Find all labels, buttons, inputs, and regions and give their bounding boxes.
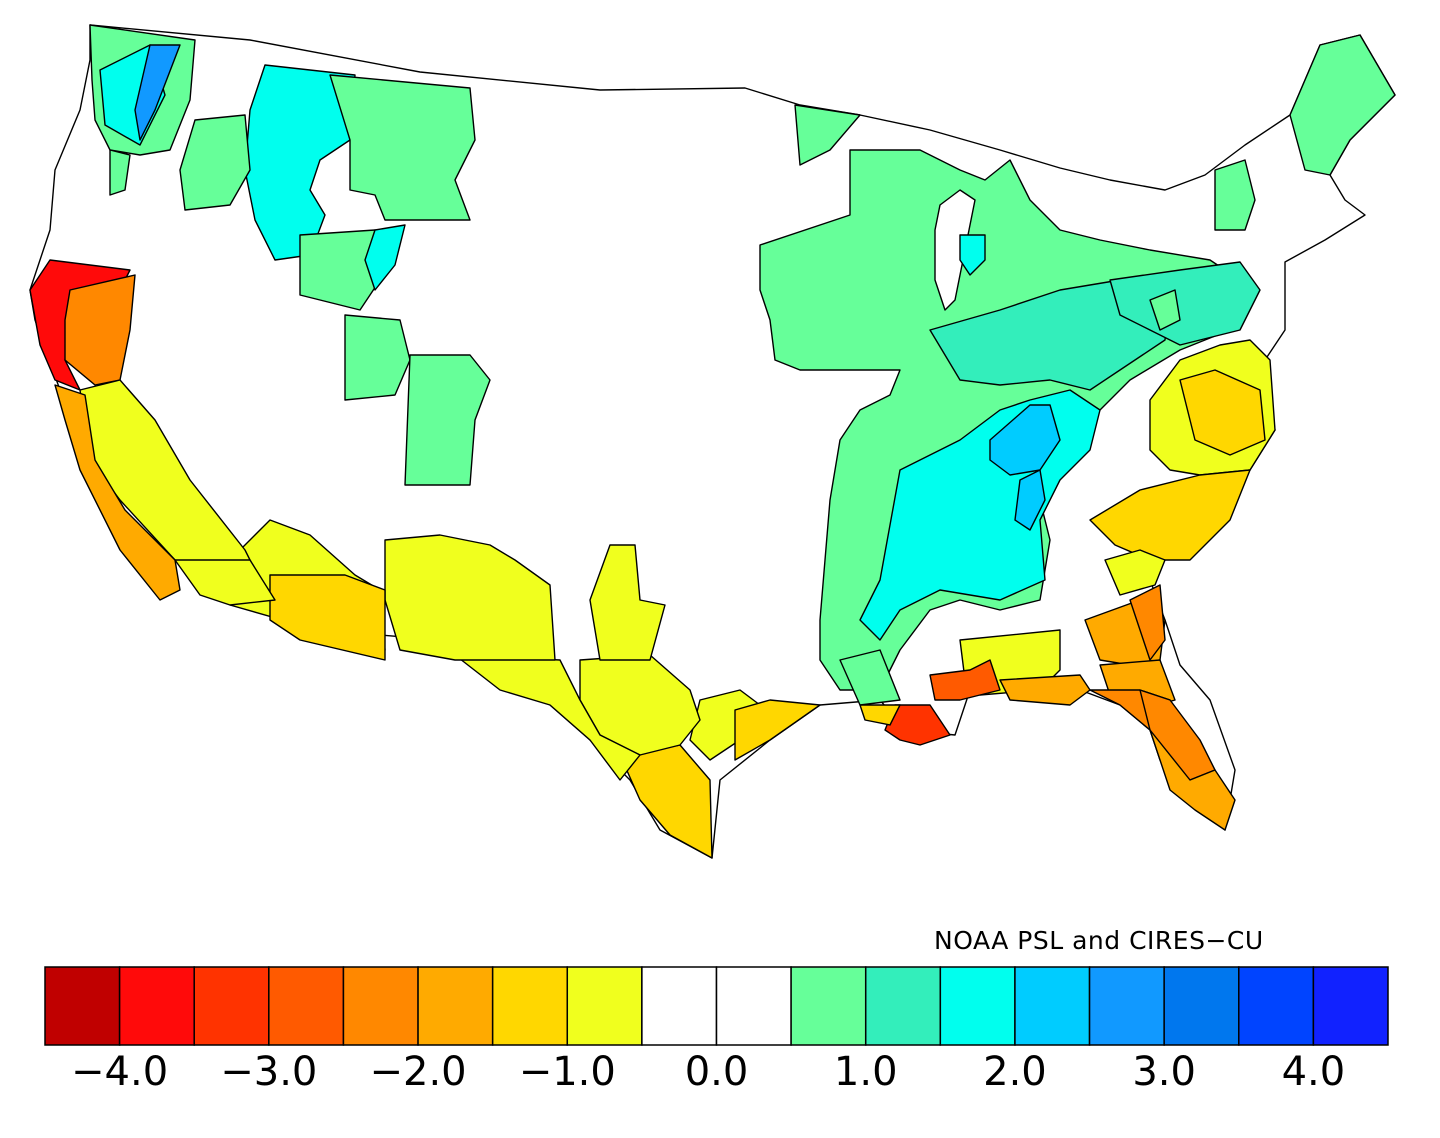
region-wa-east [179,114,251,211]
region-tx-panhandle [589,544,666,661]
region-fl-panhandle-gold [999,674,1091,706]
legend-tick-label: −2.0 [369,1049,466,1095]
region-tx-coast [734,699,821,761]
region-co-central [404,354,491,486]
region-va-gold [1179,369,1266,456]
legend-tick-label: 2.0 [983,1049,1047,1095]
region-ca-south [174,559,276,606]
legend-swatch [193,966,270,1046]
legend-swatch [1014,966,1091,1046]
region-ky-central [1014,469,1046,531]
legend-swatch [118,966,195,1046]
region-fl-panhandle [929,659,1001,701]
region-fl-south [1149,729,1236,831]
legend-tick-label: −1.0 [519,1049,616,1095]
region-ky-east [989,404,1061,476]
region-mt-sw [364,224,406,291]
region-nc-yellow [1104,549,1166,596]
region-az-south [269,574,386,661]
legend-swatch [1312,966,1389,1046]
region-nm [384,534,556,661]
region-ny-north [1214,159,1256,231]
region-nc [1089,469,1251,561]
legend-swatch [268,966,345,1046]
region-ca-coast [54,384,181,601]
legend-swatch [491,966,569,1046]
legend-swatch [417,966,494,1046]
legend-tick-labels: −4.0 −3.0 −2.0 −1.0 0.0 1.0 2.0 3.0 4.0 [71,1049,1345,1095]
region-co-west [344,314,411,401]
legend-swatch [790,966,867,1046]
legend-tick-label: 1.0 [834,1049,898,1095]
region-pa [1109,261,1261,346]
region-la-s [859,704,901,726]
us-climate-division-map [29,24,1396,859]
legend-swatch [342,966,419,1046]
legend-swatch [1163,966,1240,1046]
legend-tick-label: −4.0 [71,1049,168,1095]
legend-swatch [864,966,942,1046]
legend-swatch [44,966,121,1046]
region-id-south [299,229,381,311]
legend-tick-label: −3.0 [220,1049,317,1095]
region-maine [1289,34,1396,176]
region-mt-west [329,74,476,221]
legend-swatch [1088,966,1165,1046]
region-mi-west [959,234,986,276]
legend-tick-label: 0.0 [685,1049,749,1095]
legend-swatch [939,966,1016,1046]
color-scale-legend: −4.0 −3.0 −2.0 −1.0 0.0 1.0 2.0 3.0 4.0 [44,966,1389,1095]
region-wa-cascade [134,44,181,141]
legend-tick-label: 3.0 [1132,1049,1196,1095]
region-mn-ne [794,104,861,166]
region-la-n [839,649,901,706]
legend-swatch [566,966,643,1046]
region-ohio-valley [929,279,1171,391]
region-tx-west [454,654,641,781]
credit-label: NOAA PSL and CIRES−CU [934,926,1264,955]
region-or-coast [109,149,131,196]
legend-swatch [715,966,792,1046]
region-la-se [884,704,951,746]
legend-tick-label: 4.0 [1282,1049,1346,1095]
region-sc-coast [1129,584,1166,661]
legend-boxes [44,966,1389,1046]
legend-swatch [641,966,718,1046]
lake-michigan [934,189,976,311]
region-md [1149,289,1181,331]
legend-swatch [1238,966,1315,1046]
